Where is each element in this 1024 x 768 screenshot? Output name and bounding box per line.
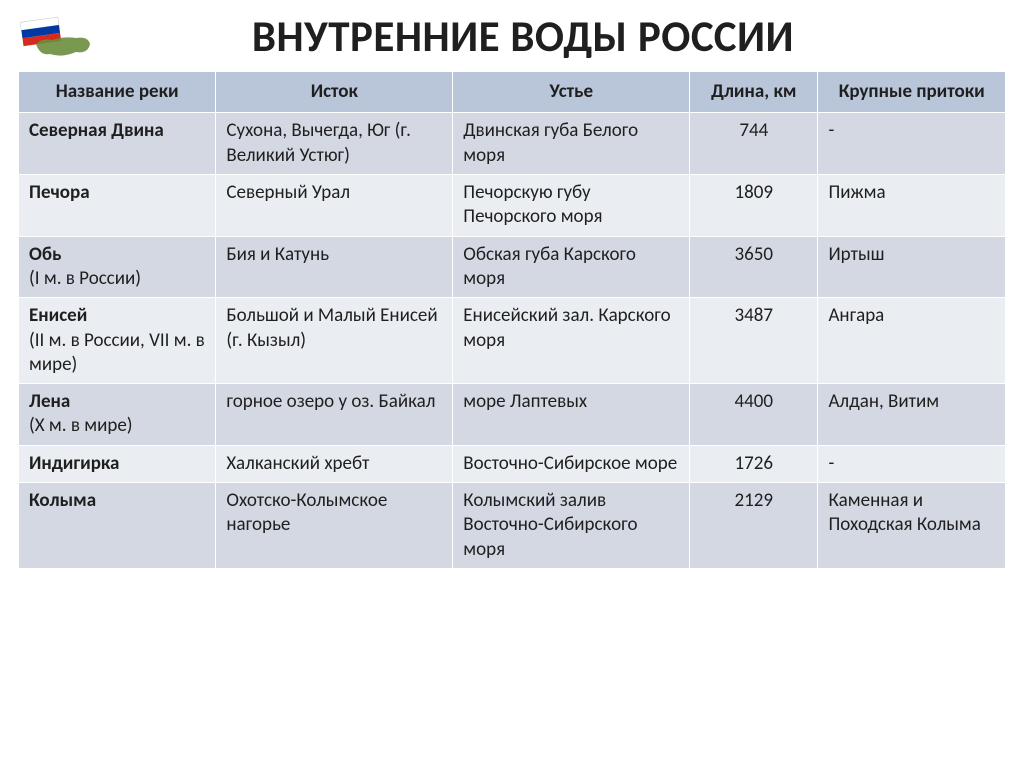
cell-length: 4400 bbox=[690, 384, 818, 446]
cell-source: Халканский хребт bbox=[216, 445, 453, 482]
cell-tributaries: Алдан, Витим bbox=[818, 384, 1006, 446]
cell-river-subtitle: (II м. в России, VII м. в мире) bbox=[29, 329, 205, 378]
cell-source: Охотско-Колымское нагорье bbox=[216, 483, 453, 569]
col-header-name: Название реки bbox=[19, 72, 216, 113]
cell-tributaries: - bbox=[818, 113, 1006, 175]
cell-length: 1726 bbox=[690, 445, 818, 482]
table-row: Северная ДвинаСухона, Вычегда, Юг (г. Ве… bbox=[19, 113, 1006, 175]
col-header-length: Длина, км bbox=[690, 72, 818, 113]
cell-length: 2129 bbox=[690, 483, 818, 569]
cell-tributaries: - bbox=[818, 445, 1006, 482]
cell-river-subtitle: (I м. в России) bbox=[29, 267, 205, 291]
cell-source: Бия и Катунь bbox=[216, 236, 453, 298]
cell-river-subtitle: (X м. в мире) bbox=[29, 414, 205, 438]
page-title: ВНУТРЕННИЕ ВОДЫ РОССИИ bbox=[100, 10, 1006, 63]
cell-length: 3650 bbox=[690, 236, 818, 298]
cell-mouth: Восточно-Сибирское море bbox=[453, 445, 690, 482]
col-header-source: Исток bbox=[216, 72, 453, 113]
cell-river-name: Обь(I м. в России) bbox=[19, 236, 216, 298]
col-header-tributaries: Крупные притоки bbox=[818, 72, 1006, 113]
rivers-table: Название реки Исток Устье Длина, км Круп… bbox=[18, 71, 1006, 569]
header: ВНУТРЕННИЕ ВОДЫ РОССИИ bbox=[18, 10, 1006, 63]
cell-mouth: Енисейский зал. Карского моря bbox=[453, 298, 690, 384]
cell-length: 3487 bbox=[690, 298, 818, 384]
table-body: Северная ДвинаСухона, Вычегда, Юг (г. Ве… bbox=[19, 113, 1006, 569]
table-row: Обь(I м. в России) Бия и КатуньОбская гу… bbox=[19, 236, 1006, 298]
cell-river-name: Енисей(II м. в России, VII м. в мире) bbox=[19, 298, 216, 384]
cell-tributaries: Каменная и Походская Колыма bbox=[818, 483, 1006, 569]
table-row: ИндигиркаХалканский хребтВосточно-Сибирс… bbox=[19, 445, 1006, 482]
table-row: Лена(X м. в мире)горное озеро у оз. Байк… bbox=[19, 384, 1006, 446]
cell-mouth: Обская губа Карского моря bbox=[453, 236, 690, 298]
cell-mouth: море Лаптевых bbox=[453, 384, 690, 446]
cell-source: Сухона, Вычегда, Юг (г. Великий Устюг) bbox=[216, 113, 453, 175]
cell-mouth: Колымский залив Восточно-Сибирского моря bbox=[453, 483, 690, 569]
cell-river-name: Лена(X м. в мире) bbox=[19, 384, 216, 446]
table-header: Название реки Исток Устье Длина, км Круп… bbox=[19, 72, 1006, 113]
table-row: ПечораСеверный УралПечорскую губу Печорс… bbox=[19, 174, 1006, 236]
cell-mouth: Печорскую губу Печорского моря bbox=[453, 174, 690, 236]
cell-river-name: Северная Двина bbox=[19, 113, 216, 175]
table-row: Енисей(II м. в России, VII м. в мире)Бол… bbox=[19, 298, 1006, 384]
cell-tributaries: Пижма bbox=[818, 174, 1006, 236]
cell-tributaries: Ангара bbox=[818, 298, 1006, 384]
cell-tributaries: Иртыш bbox=[818, 236, 1006, 298]
cell-length: 1809 bbox=[690, 174, 818, 236]
cell-river-name: Печора bbox=[19, 174, 216, 236]
col-header-mouth: Устье bbox=[453, 72, 690, 113]
cell-source: Большой и Малый Енисей (г. Кызыл) bbox=[216, 298, 453, 384]
cell-mouth: Двинская губа Белого моря bbox=[453, 113, 690, 175]
cell-river-name: Индигирка bbox=[19, 445, 216, 482]
cell-source: горное озеро у оз. Байкал bbox=[216, 384, 453, 446]
russia-flag-map-icon bbox=[18, 14, 92, 60]
cell-river-name: Колыма bbox=[19, 483, 216, 569]
cell-source: Северный Урал bbox=[216, 174, 453, 236]
table-row: КолымаОхотско-Колымское нагорьеКолымский… bbox=[19, 483, 1006, 569]
cell-length: 744 bbox=[690, 113, 818, 175]
page: ВНУТРЕННИЕ ВОДЫ РОССИИ Название реки Ист… bbox=[0, 0, 1024, 768]
